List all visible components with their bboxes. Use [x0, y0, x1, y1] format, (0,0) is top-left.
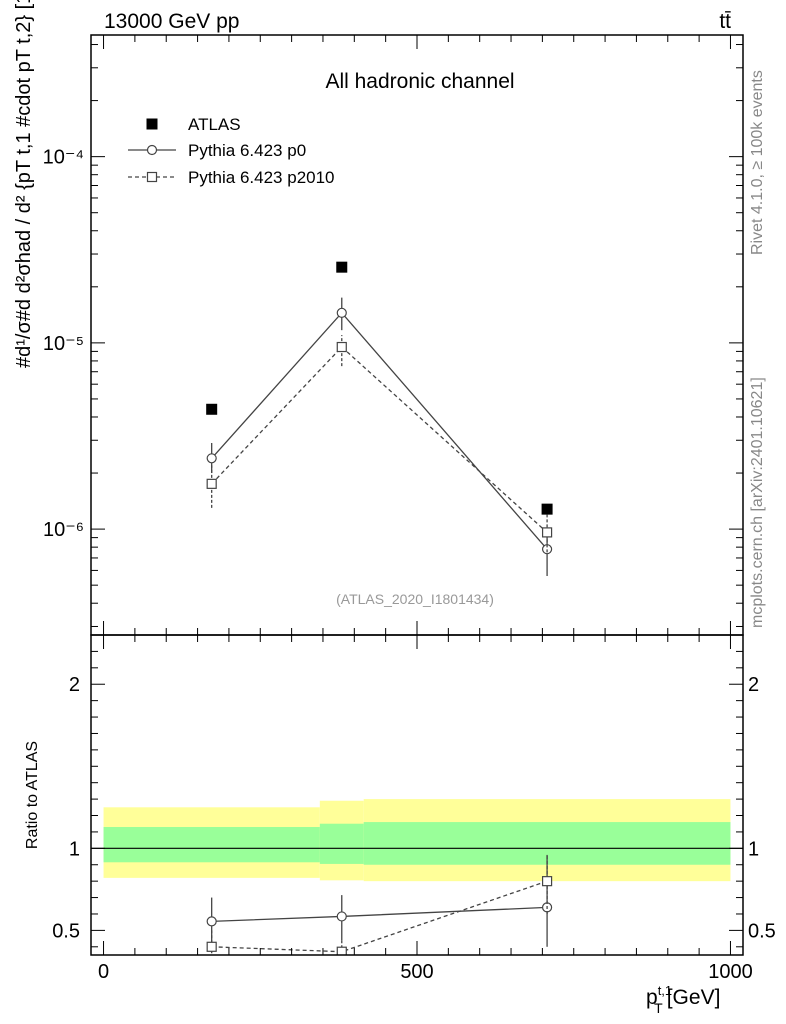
ratio-y-tick-label: 2	[69, 674, 80, 696]
mcplots-label: mcplots.cern.ch [arXiv:2401.10621]	[749, 377, 766, 628]
x-axis-label-sup: t,1	[658, 983, 672, 998]
chart-title: All hadronic channel	[325, 70, 514, 93]
atlas-point	[336, 261, 348, 273]
legend-label: ATLAS	[188, 115, 241, 134]
uncertainty-band-inner	[319, 823, 364, 864]
legend: ATLAS Pythia 6.423 p0 Pythia 6.423 p2010	[128, 115, 335, 187]
legend-label: Pythia 6.423 p0	[188, 141, 306, 160]
ratio-panel: 0.5 0.5 1 1 2 2 0 500 1000 Ratio to ATLAS pt,1 T…	[24, 634, 776, 1016]
x-tick-label: 0	[98, 961, 109, 983]
p2010-point	[336, 341, 347, 353]
ratio-y-tick-label-right: 0.5	[748, 920, 776, 942]
p0-point	[336, 307, 347, 318]
y-tick-label: 10⁻⁴	[43, 147, 84, 169]
x-axis-label-unit: [GeV]	[667, 986, 721, 1009]
energy-label: 13000 GeV pp	[104, 10, 239, 33]
p2010-point	[541, 527, 553, 538]
legend-marker	[146, 118, 158, 130]
ratio-frame	[90, 634, 744, 956]
p2010-line	[211, 346, 548, 533]
p2010-point	[206, 478, 217, 489]
legend-label: Pythia 6.423 p2010	[188, 168, 335, 187]
y-tick-label: 10⁻⁵	[43, 333, 84, 355]
atlas-point	[541, 503, 553, 515]
x-tick-label: 500	[400, 961, 433, 983]
main-panel: 10⁻⁶ 10⁻⁵ 10⁻⁴ All hadronic channel (ATLAS…	[13, 0, 744, 636]
ratio-y-tick-label: 1	[69, 838, 80, 860]
ratio-p2010-line	[211, 880, 548, 953]
ratio-y-tick-label: 0.5	[52, 920, 80, 942]
legend-marker	[146, 144, 158, 156]
ratio-p0-line	[211, 906, 548, 923]
atlas-point	[206, 403, 218, 415]
ratio-p0-point	[206, 916, 217, 927]
ratio-p2010-point	[541, 876, 553, 887]
ratio-p0-point	[336, 911, 347, 922]
x-axis-label: pt,1 T [GeV]	[646, 983, 720, 1016]
y-tick-label: 10⁻⁶	[43, 519, 84, 541]
x-tick-label: 1000	[708, 961, 753, 983]
process-label: tt̄	[719, 10, 731, 33]
ratio-p2010-point	[206, 941, 217, 952]
legend-marker	[146, 171, 158, 183]
main-y-axis-label: #d¹/σ#d d²σhad / d² {pT t,1 #cdot pT t,2…	[13, 0, 35, 368]
ratio-y-axis-label: Ratio to ATLAS	[24, 741, 41, 849]
ratio-y-tick-label-right: 1	[748, 838, 759, 860]
x-axis-label-main: p	[646, 986, 658, 1009]
ratio-y-tick-label-right: 2	[748, 674, 759, 696]
uncertainty-band-inner	[103, 827, 320, 863]
rivet-label: Rivet 4.1.0, ≥ 100k events	[749, 70, 766, 255]
analysis-label: (ATLAS_2020_I1801434)	[336, 591, 494, 607]
p0-point	[206, 453, 217, 464]
x-axis-label-sub: T	[654, 1000, 663, 1016]
ratio-p2010-point	[336, 946, 347, 955]
